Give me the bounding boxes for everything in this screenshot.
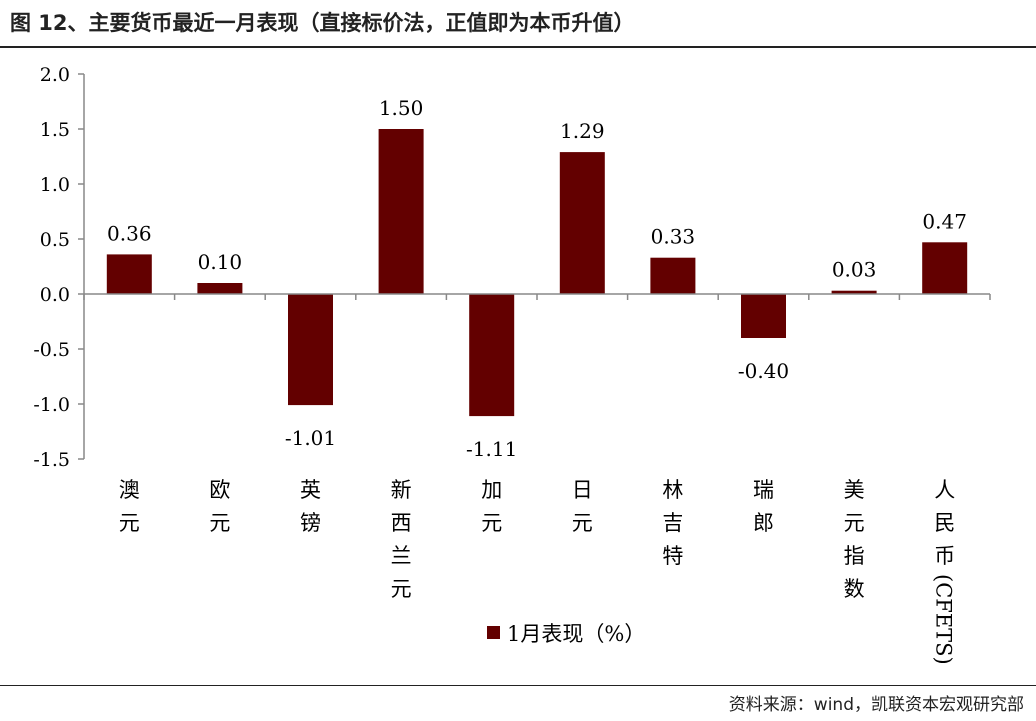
- y-axis: 2.0 1.5 1.0 0.5 0.0 -0.5 -1.0 -1.5: [33, 64, 85, 471]
- x-axis: [83, 293, 991, 300]
- category-labels: 澳元 欧元 英镑 新西兰元 加元 日元 林吉特 瑞郎 美元指数 人民币 (CFETS): [119, 478, 956, 665]
- data-labels: 0.36 0.10 -1.01 1.50 -1.11 1.29 0.33 -0.40 0.03 0…: [107, 96, 967, 461]
- data-label: 0.36: [107, 221, 152, 245]
- y-tick-label: -1.0: [33, 394, 70, 416]
- category-label: 新西兰元: [391, 478, 412, 601]
- category-label: 瑞郎: [753, 478, 774, 535]
- data-label: 1.29: [560, 119, 605, 143]
- source-note: 资料来源：wind，凯联资本宏观研究部: [728, 695, 1024, 715]
- data-label: -0.40: [738, 359, 789, 383]
- chart-title: 图 12、主要货币最近一月表现（直接标价法，正值即为本币升值）: [10, 11, 635, 35]
- y-tick-label: 1.0: [40, 174, 70, 196]
- bar: [288, 294, 333, 406]
- category-label: 欧元: [209, 478, 230, 535]
- bar: [650, 257, 696, 294]
- legend-swatch: [487, 626, 500, 639]
- data-label: -1.11: [466, 437, 517, 461]
- category-label: 林吉特: [662, 478, 683, 568]
- category-label: 人民币: [934, 478, 955, 568]
- y-tick-label: -0.5: [33, 339, 70, 361]
- bar: [378, 129, 424, 294]
- y-tick-label: -1.5: [33, 449, 70, 471]
- data-label: -1.01: [285, 426, 336, 450]
- legend: 1月表现（%）: [487, 622, 645, 646]
- title-rule: [0, 46, 1036, 48]
- data-label: 0.03: [832, 258, 877, 282]
- bar: [741, 294, 786, 338]
- y-tick-label: 2.0: [40, 64, 70, 86]
- category-label: 英镑: [300, 478, 321, 535]
- data-label: 1.50: [379, 96, 424, 120]
- bar: [197, 283, 243, 294]
- bar: [106, 254, 152, 294]
- bar: [831, 290, 877, 294]
- data-label: 0.33: [651, 225, 696, 249]
- footer-rule: [0, 685, 1036, 686]
- bar-chart: 2.0 1.5 1.0 0.5 0.0 -0.5 -1.0 -1.5 0.36 0.10 -1.0…: [33, 64, 991, 665]
- y-tick-label: 1.5: [40, 119, 70, 141]
- category-label: 加元: [481, 478, 502, 535]
- bar: [559, 152, 605, 294]
- data-label: 0.10: [198, 250, 243, 274]
- data-label: 0.47: [922, 209, 967, 233]
- category-label: 日元: [572, 478, 593, 535]
- category-label: 美元指数: [844, 478, 865, 601]
- y-tick-label: 0.5: [40, 229, 70, 251]
- y-tick-label: 0.0: [40, 284, 70, 306]
- bar: [469, 294, 515, 417]
- category-label: 澳元: [119, 478, 140, 535]
- legend-label: 1月表现（%）: [507, 622, 645, 646]
- bar: [922, 242, 968, 294]
- bars: [106, 129, 968, 417]
- category-label-rotated: (CFETS): [932, 574, 956, 665]
